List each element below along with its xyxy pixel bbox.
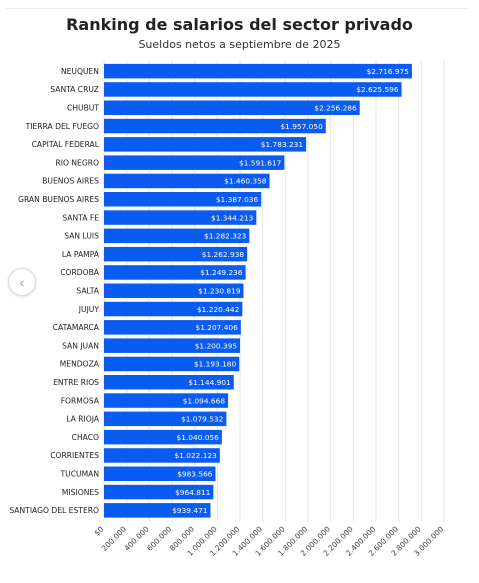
category-label-20: CHACO	[72, 433, 99, 442]
bar-12	[104, 283, 244, 298]
category-label-12: SALTA	[76, 286, 99, 295]
value-label-16: $1.193.180	[194, 360, 237, 369]
value-label-10: $1.262.938	[202, 250, 245, 259]
category-label-21: CORRIENTES	[50, 451, 99, 460]
value-label-8: $1.344.213	[211, 213, 254, 222]
chart-subtitle: Sueldos netos a septiembre de 2025	[138, 38, 341, 51]
value-label-5: $1.591.617	[239, 158, 282, 167]
category-label-14: CATAMARCA	[53, 323, 100, 332]
category-label-15: SAN JUAN	[62, 341, 99, 350]
value-label-7: $1.387.036	[216, 195, 259, 204]
category-label-1: SANTA CRUZ	[50, 85, 99, 94]
value-label-23: $964.811	[175, 488, 211, 497]
bar-21	[104, 448, 220, 463]
bar-2	[104, 100, 360, 115]
value-label-19: $1.079.532	[181, 415, 223, 424]
value-label-6: $1.460.358	[224, 177, 267, 186]
chevron-left-icon: ‹	[19, 274, 25, 290]
bar-18	[104, 393, 229, 408]
value-label-15: $1.200.395	[195, 341, 238, 350]
bar-11	[104, 265, 246, 280]
category-label-24: SANTIAGO DEL ESTERO	[9, 506, 99, 515]
bar-13	[104, 301, 243, 317]
value-label-13: $1.220.442	[197, 305, 239, 314]
bar-8	[104, 210, 257, 225]
category-label-2: CHUBUT	[67, 103, 99, 112]
value-label-21: $1.022.123	[175, 451, 218, 460]
category-label-23: MISIONES	[62, 488, 99, 497]
bar-10	[104, 246, 248, 262]
category-label-0: NEUQUEN	[61, 67, 99, 76]
bar-4	[104, 137, 307, 152]
chart-title: Ranking de salarios del sector privado	[66, 15, 413, 34]
value-label-1: $2.625.596	[356, 85, 399, 94]
bar-17	[104, 375, 234, 390]
bar-15	[104, 338, 241, 353]
bar-6	[104, 173, 270, 189]
category-label-6: BUENOS AIRES	[42, 177, 99, 186]
category-label-22: TUCUMAN	[60, 469, 99, 478]
bar-0	[104, 63, 412, 79]
bar-20	[104, 429, 222, 445]
bar-14	[104, 320, 241, 335]
bar-22	[104, 466, 216, 481]
bar-5	[104, 155, 285, 170]
category-label-4: CAPITAL FEDERAL	[32, 140, 100, 149]
category-label-16: MENDOZA	[60, 360, 100, 369]
category-label-17: ENTRE RIOS	[53, 378, 99, 387]
previous-slide-button[interactable]: ‹	[8, 268, 36, 296]
value-label-3: $1.957.050	[280, 122, 323, 131]
value-label-11: $1.249.236	[200, 268, 243, 277]
value-label-20: $1.040.056	[177, 433, 220, 442]
value-label-9: $1.282.323	[204, 232, 247, 241]
bar-1	[104, 82, 402, 97]
bar-19	[104, 411, 227, 427]
category-label-19: LA RIOJA	[66, 415, 100, 424]
value-label-14: $1.207.406	[196, 323, 239, 332]
bar-23	[104, 484, 214, 500]
bar-9	[104, 228, 250, 244]
value-label-22: $983.566	[177, 469, 213, 478]
value-label-12: $1.230.819	[198, 286, 241, 295]
category-label-8: SANTA FE	[62, 213, 99, 222]
category-label-3: TIERRA DEL FUEGO	[25, 122, 99, 131]
category-label-18: FORMOSA	[61, 396, 100, 405]
category-label-9: SAN LUIS	[64, 232, 99, 241]
bar-3	[104, 118, 326, 134]
value-label-2: $2.256.286	[314, 103, 357, 112]
bar-7	[104, 192, 262, 207]
x-tick-label-0: $0	[92, 524, 105, 537]
value-label-4: $1.783.231	[261, 140, 304, 149]
value-label-0: $2.716.975	[367, 67, 410, 76]
value-label-18: $1.094.668	[183, 396, 226, 405]
value-label-17: $1.144.901	[188, 378, 231, 387]
value-label-24: $939.471	[172, 506, 208, 515]
category-label-10: LA PAMPA	[62, 250, 100, 259]
bar-16	[104, 356, 240, 372]
category-label-13: JUJUY	[78, 305, 100, 314]
category-label-5: RIO NEGRO	[55, 158, 99, 167]
bar-24	[104, 503, 211, 518]
category-label-11: CORDOBA	[60, 268, 100, 277]
category-label-7: GRAN BUENOS AIRES	[18, 195, 99, 204]
